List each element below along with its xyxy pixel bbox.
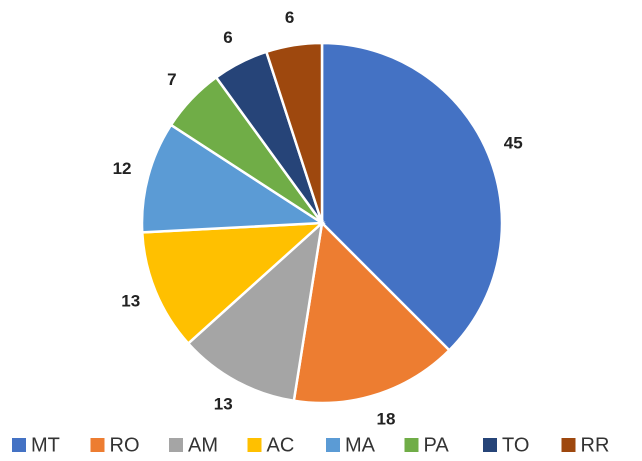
data-label: 6 xyxy=(223,28,232,47)
legend-label: PA xyxy=(424,434,450,456)
legend-label: AM xyxy=(188,434,218,456)
pie-slice xyxy=(140,221,326,346)
data-label: 45 xyxy=(504,133,523,152)
legend-label: RR xyxy=(581,434,610,456)
legend-swatch xyxy=(247,438,262,452)
legend-swatch xyxy=(169,438,183,452)
legend-label: AC xyxy=(267,434,295,456)
legend-swatch xyxy=(404,438,419,452)
pie-slice xyxy=(264,41,324,224)
legend-label: MT xyxy=(31,434,60,456)
legend-swatch xyxy=(561,438,576,452)
data-label: 13 xyxy=(121,292,140,311)
legend-label: TO xyxy=(502,434,529,456)
legend-label: MA xyxy=(345,434,376,456)
legend-swatch xyxy=(326,438,340,452)
legend-swatch xyxy=(12,438,26,452)
data-label: 18 xyxy=(377,409,396,428)
data-label: 12 xyxy=(113,159,132,178)
pie-slice xyxy=(320,41,504,353)
data-label: 7 xyxy=(167,70,176,89)
pie-slice xyxy=(186,219,324,403)
data-label: 13 xyxy=(214,394,233,413)
data-label: 6 xyxy=(285,8,294,27)
legend-swatch xyxy=(90,438,105,452)
pie-slice xyxy=(140,123,326,234)
legend-swatch xyxy=(483,438,497,452)
legend-label: RO xyxy=(110,434,140,456)
pie-slice xyxy=(292,220,452,405)
